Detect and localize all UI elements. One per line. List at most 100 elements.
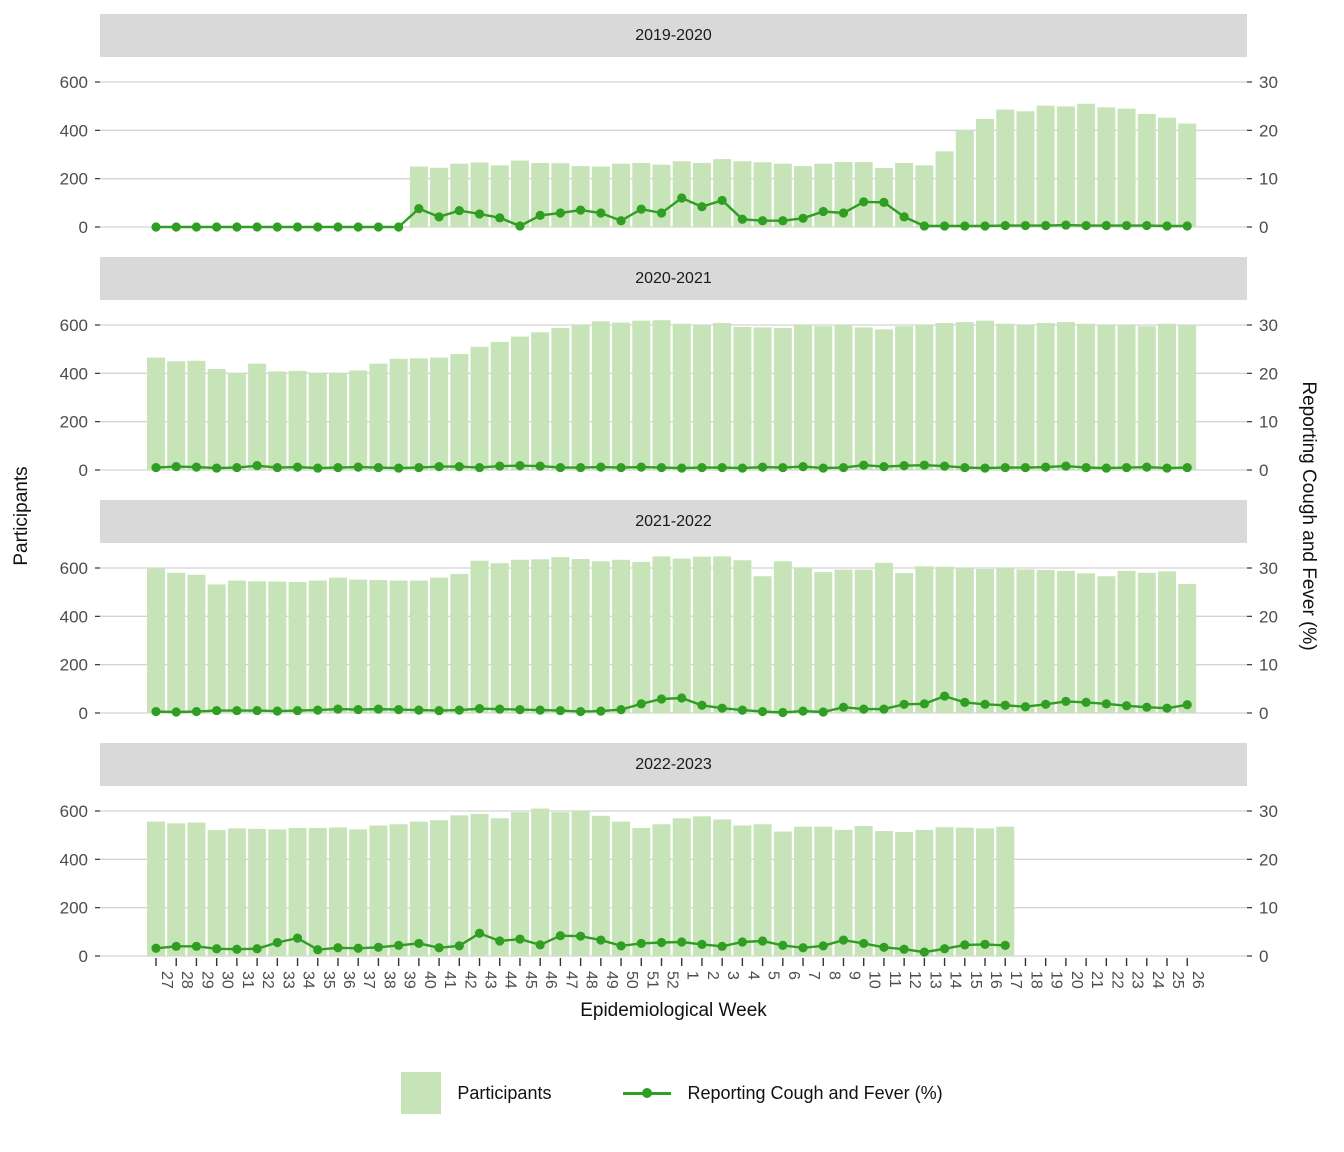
bar-week-23 — [1117, 325, 1136, 470]
pct-point-week-11 — [879, 704, 889, 714]
bar-week-43 — [470, 813, 489, 956]
pct-point-week-47 — [555, 208, 566, 218]
pct-point-week-20 — [1061, 220, 1071, 230]
pct-point-week-3 — [717, 941, 727, 951]
right-tick-label: 0 — [1259, 947, 1268, 966]
bar-week-2 — [692, 556, 711, 713]
x-tick-label-week-26: 26 — [1189, 971, 1206, 989]
facet-strip-label: 2020-2021 — [635, 269, 712, 287]
bar-week-31 — [227, 580, 246, 713]
participants-bars — [147, 808, 1015, 956]
pct-point-week-48 — [576, 205, 586, 215]
pct-point-week-15 — [960, 940, 970, 950]
legend: Participants Reporting Cough and Fever (… — [0, 1072, 1344, 1114]
pct-point-week-28 — [171, 707, 181, 717]
x-tick-label-week-49: 49 — [603, 971, 620, 989]
pct-point-week-34 — [292, 222, 303, 232]
legend-participants-label: Participants — [457, 1082, 552, 1103]
bar-week-6 — [773, 831, 792, 956]
pct-point-week-14 — [939, 691, 950, 701]
pct-point-week-50 — [616, 941, 626, 951]
bar-week-30 — [207, 368, 226, 470]
pct-point-week-50 — [616, 705, 626, 715]
pct-point-week-51 — [636, 462, 646, 472]
x-tick-label-week-22: 22 — [1108, 971, 1125, 989]
bar-week-51 — [632, 162, 651, 227]
pct-point-week-6 — [778, 216, 788, 226]
pct-point-week-37 — [353, 462, 363, 472]
pct-point-week-10 — [859, 704, 869, 714]
pct-point-week-30 — [212, 463, 222, 473]
pct-point-week-8 — [818, 463, 828, 473]
pct-point-week-10 — [859, 460, 869, 470]
x-tick-label-week-50: 50 — [623, 971, 640, 989]
x-tick-label-week-38: 38 — [380, 971, 397, 989]
pct-point-week-3 — [717, 703, 727, 713]
bar-week-18 — [1016, 325, 1035, 470]
pct-point-week-4 — [737, 705, 747, 715]
pct-point-week-11 — [879, 462, 889, 472]
bar-week-40 — [409, 166, 428, 227]
bar-week-27 — [147, 357, 165, 470]
x-tick-label-week-30: 30 — [219, 971, 236, 989]
bar-week-29 — [187, 360, 206, 470]
pct-point-week-51 — [636, 938, 646, 949]
x-tick-label-week-18: 18 — [1027, 971, 1044, 989]
pct-point-week-24 — [1142, 462, 1152, 472]
bar-week-4 — [733, 825, 752, 956]
pct-point-week-27 — [151, 462, 161, 473]
bar-week-15 — [955, 322, 974, 470]
bar-week-46 — [531, 332, 550, 470]
bar-week-45 — [510, 559, 529, 713]
pct-point-week-52 — [656, 208, 667, 218]
pct-point-week-8 — [818, 941, 828, 951]
bar-week-24 — [1137, 113, 1156, 227]
bar-week-23 — [1117, 570, 1136, 713]
pct-points — [151, 928, 1010, 957]
pct-point-week-49 — [596, 935, 606, 945]
bar-week-48 — [571, 559, 590, 713]
pct-point-week-8 — [818, 206, 828, 217]
pct-point-week-44 — [495, 213, 505, 223]
bar-week-51 — [632, 827, 651, 956]
bar-week-49 — [591, 561, 610, 713]
pct-point-week-4 — [737, 937, 747, 947]
right-tick-label: 20 — [1259, 607, 1278, 626]
pct-point-week-28 — [171, 462, 181, 472]
x-tick-label-week-7: 7 — [805, 971, 822, 980]
right-tick-label: 30 — [1259, 316, 1278, 335]
bar-week-28 — [167, 361, 186, 470]
pct-point-week-26 — [1182, 462, 1192, 473]
pct-point-week-46 — [535, 940, 545, 950]
bar-week-32 — [248, 581, 267, 713]
pct-point-week-5 — [758, 462, 768, 472]
pct-point-week-18 — [1020, 702, 1031, 712]
left-tick-label: 0 — [79, 461, 88, 480]
pct-point-week-32 — [252, 461, 262, 471]
pct-point-week-50 — [616, 462, 626, 473]
x-tick-label-week-40: 40 — [421, 971, 438, 989]
pct-point-week-13 — [919, 699, 929, 709]
bar-week-24 — [1137, 326, 1156, 470]
left-tick-label: 600 — [60, 802, 88, 821]
pct-point-week-24 — [1142, 220, 1152, 231]
pct-point-week-29 — [191, 222, 202, 232]
bar-week-16 — [976, 320, 995, 470]
pct-point-week-19 — [1041, 699, 1051, 709]
x-tick-label-week-28: 28 — [178, 971, 195, 989]
pct-point-week-45 — [515, 221, 525, 231]
bar-week-16 — [976, 828, 995, 956]
pct-point-week-7 — [798, 213, 808, 223]
bar-week-49 — [591, 166, 610, 227]
pct-point-week-4 — [737, 214, 747, 224]
pct-point-week-30 — [212, 944, 222, 954]
right-tick-label: 0 — [1259, 704, 1268, 723]
bar-week-17 — [996, 323, 1015, 470]
bar-week-25 — [1158, 117, 1176, 227]
left-tick-label: 0 — [79, 218, 88, 237]
bar-week-26 — [1178, 123, 1197, 227]
facet-strip-label: 2021-2022 — [635, 512, 712, 530]
x-axis: 27 28 29 30 31 32 33 34 35 36 37 38 39 40 41 42 43 44 45 46… — [155, 958, 1206, 989]
bar-week-32 — [248, 828, 267, 956]
